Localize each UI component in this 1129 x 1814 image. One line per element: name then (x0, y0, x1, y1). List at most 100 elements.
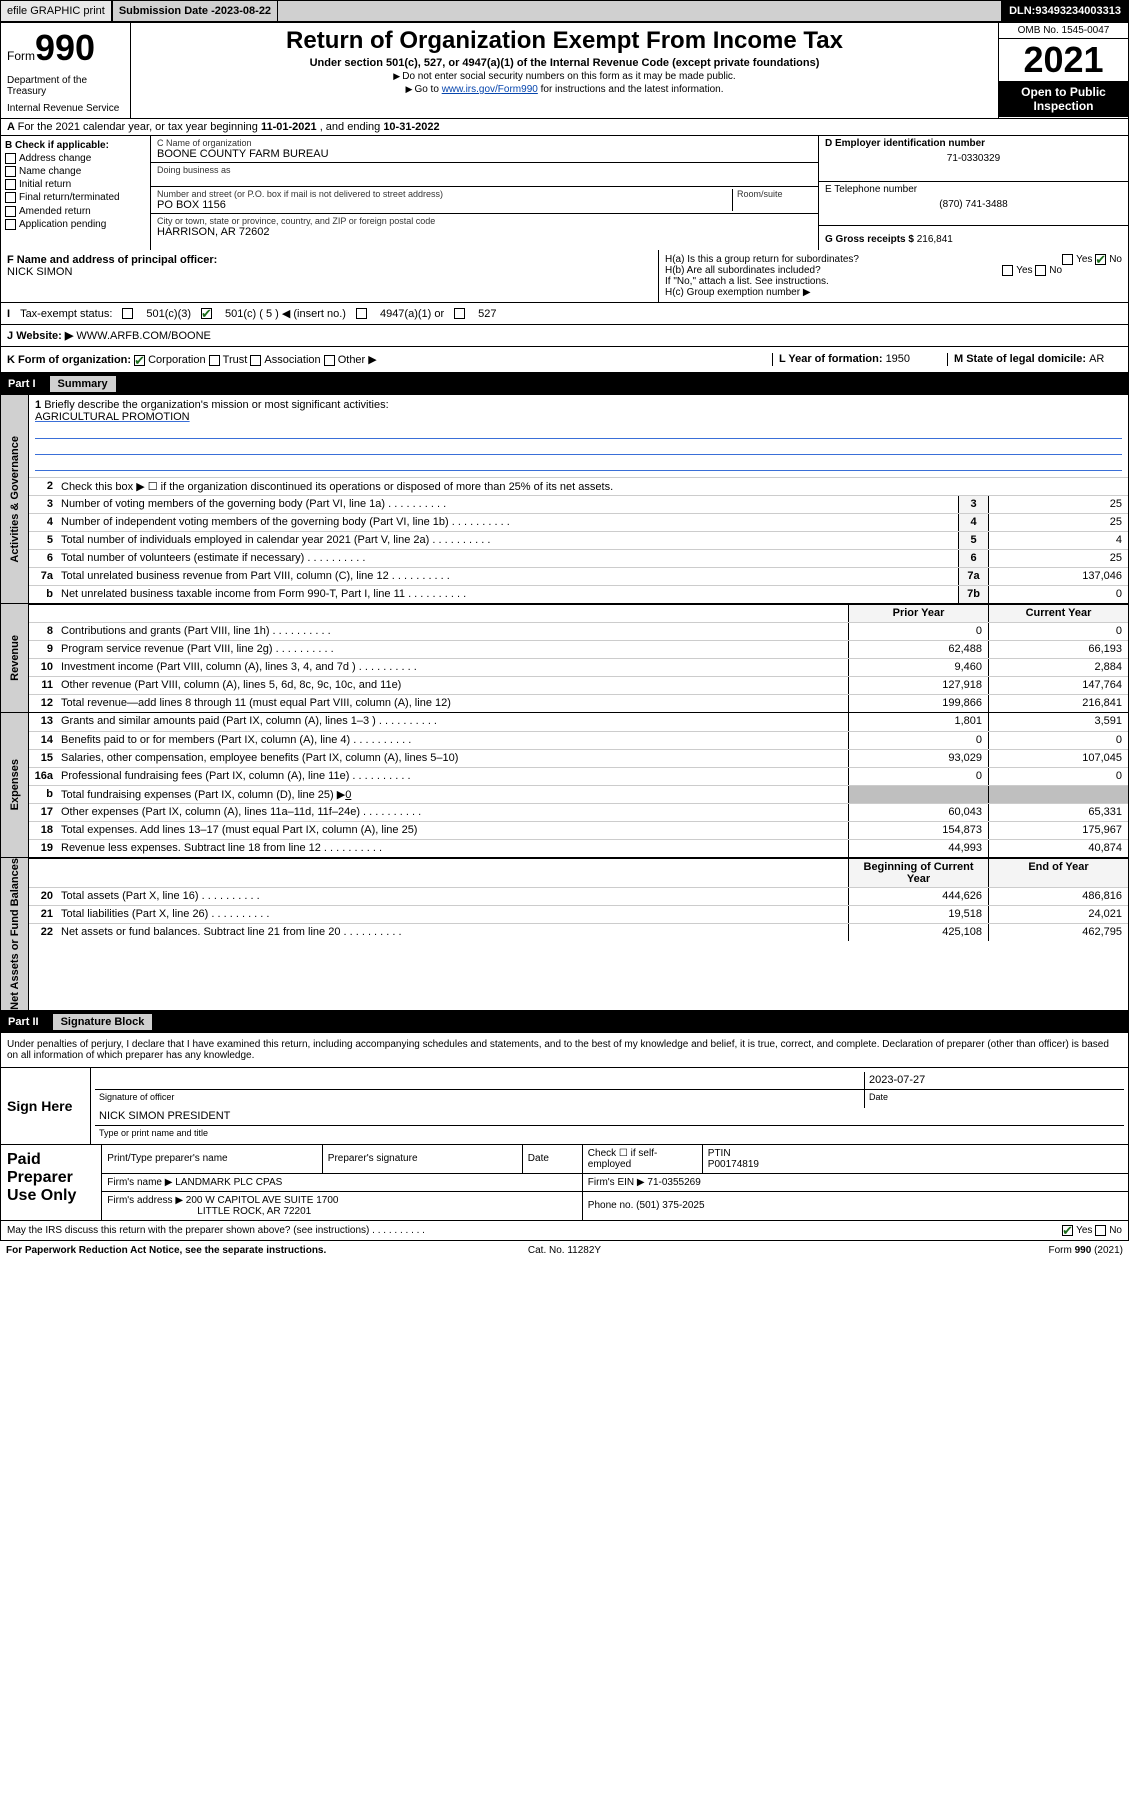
firm-city: LITTLE ROCK, AR 72201 (107, 1206, 311, 1217)
e-label: E Telephone number (825, 184, 1122, 195)
dba-label: Doing business as (157, 165, 812, 175)
chk-application-pending[interactable]: Application pending (5, 219, 146, 230)
city-label: City or town, state or province, country… (157, 216, 812, 226)
c-name-label: C Name of organization (157, 138, 812, 148)
chk-initial-return[interactable]: Initial return (5, 179, 146, 190)
section-net-assets: Net Assets or Fund Balances Beginning of… (0, 858, 1129, 1011)
section-revenue: Revenue Prior YearCurrent Year 8Contribu… (0, 604, 1129, 713)
val-7b: 0 (988, 586, 1128, 603)
chk-final-return[interactable]: Final return/terminated (5, 192, 146, 203)
block-b-to-g: B Check if applicable: Address change Na… (0, 136, 1129, 250)
firm-phone: (501) 375-2025 (636, 1200, 704, 1211)
instructions-link-row: Go to www.irs.gov/Form990 for instructio… (135, 84, 994, 95)
line-16a: Professional fundraising fees (Part IX, … (57, 768, 848, 785)
form-header: Form990 Department of the Treasury Inter… (0, 22, 1129, 119)
col-c-name-address: C Name of organization BOONE COUNTY FARM… (151, 136, 818, 250)
line-6: Total number of volunteers (estimate if … (57, 550, 958, 567)
officer-name-title: NICK SIMON PRESIDENT (95, 1108, 1124, 1125)
val-3: 25 (988, 496, 1128, 513)
page-footer: For Paperwork Reduction Act Notice, see … (0, 1241, 1129, 1260)
hdr-end: End of Year (988, 859, 1128, 887)
chk-amended-return[interactable]: Amended return (5, 206, 146, 217)
paid-preparer-label: Paid Preparer Use Only (1, 1145, 102, 1220)
row-f-h: F Name and address of principal officer:… (0, 250, 1129, 303)
b-header: B Check if applicable: (5, 140, 146, 151)
sign-here-row: Sign Here 2023-07-27 Signature of office… (0, 1068, 1129, 1145)
part-i-header: Part ISummary (0, 373, 1129, 395)
form-number-block: Form990 Department of the Treasury Inter… (1, 23, 131, 118)
ssn-warning: Do not enter social security numbers on … (135, 71, 994, 82)
submission-date-label: Submission Date - 2023-08-22 (112, 0, 278, 22)
line-10: Investment income (Part VIII, column (A)… (57, 659, 848, 676)
gross-receipts: 216,841 (917, 234, 953, 245)
line-1-label: Briefly describe the organization's miss… (44, 399, 388, 411)
sidebar-net-assets: Net Assets or Fund Balances (9, 858, 21, 1010)
sidebar-revenue: Revenue (9, 635, 21, 681)
line-21: Total liabilities (Part X, line 26) (57, 906, 848, 923)
line-17: Other expenses (Part IX, column (A), lin… (57, 804, 848, 821)
chk-address-change[interactable]: Address change (5, 153, 146, 164)
pra-notice: For Paperwork Reduction Act Notice, see … (6, 1245, 378, 1256)
state-domicile: AR (1089, 353, 1104, 365)
line-7a: Total unrelated business revenue from Pa… (57, 568, 958, 585)
val-7a: 137,046 (988, 568, 1128, 585)
sign-date: 2023-07-27 (864, 1072, 1124, 1089)
efile-print-button[interactable]: efile GRAPHIC print (0, 0, 112, 22)
toolbar-spacer (278, 0, 1001, 22)
year-block: OMB No. 1545-0047 2021 Open to Public In… (998, 23, 1128, 118)
hdr-prior: Prior Year (848, 605, 988, 622)
form-word: Form (7, 49, 35, 63)
line-14: Benefits paid to or for members (Part IX… (57, 732, 848, 749)
firm-name: LANDMARK PLC CPAS (175, 1177, 282, 1188)
line-4: Number of independent voting members of … (57, 514, 958, 531)
line-13: Grants and similar amounts paid (Part IX… (57, 713, 848, 731)
principal-officer: F Name and address of principal officer:… (1, 250, 658, 302)
sidebar-expenses: Expenses (9, 759, 21, 810)
row-k-form-org: K Form of organization: Corporation Trus… (0, 347, 1129, 373)
row-i-tax-exempt: I Tax-exempt status: 501(c)(3) 501(c) ( … (0, 303, 1129, 325)
line-12: Total revenue—add lines 8 through 11 (mu… (57, 695, 848, 712)
line-22: Net assets or fund balances. Subtract li… (57, 924, 848, 941)
line-2: Check this box ▶ ☐ if the organization d… (57, 478, 1128, 495)
dept-treasury: Department of the Treasury (7, 75, 124, 97)
hdr-beginning: Beginning of Current Year (848, 859, 988, 887)
row-j-website: J Website: ▶ WWW.ARFB.COM/BOONE (0, 325, 1129, 347)
val-4: 25 (988, 514, 1128, 531)
firm-address: 200 W CAPITOL AVE SUITE 1700 (186, 1195, 339, 1206)
section-expenses: Expenses 13Grants and similar amounts pa… (0, 713, 1129, 858)
website: WWW.ARFB.COM/BOONE (76, 330, 210, 342)
line-16b: Total fundraising expenses (Part IX, col… (57, 786, 848, 803)
part-ii-header: Part IISignature Block (0, 1011, 1129, 1033)
form-subtitle: Under section 501(c), 527, or 4947(a)(1)… (135, 57, 994, 69)
telephone: (870) 741-3488 (825, 195, 1122, 210)
ein: 71-0330329 (825, 149, 1122, 164)
line-8: Contributions and grants (Part VIII, lin… (57, 623, 848, 640)
val-5: 4 (988, 532, 1128, 549)
ptin: P00174819 (708, 1159, 759, 1170)
irs-link[interactable]: www.irs.gov/Form990 (442, 84, 538, 95)
firm-ein: 71-0355269 (647, 1177, 700, 1188)
line-3: Number of voting members of the governin… (57, 496, 958, 513)
open-to-public-badge: Open to Public Inspection (999, 81, 1128, 117)
org-city: HARRISON, AR 72602 (157, 226, 812, 238)
col-b-checkboxes: B Check if applicable: Address change Na… (1, 136, 151, 250)
tax-year: 2021 (999, 39, 1128, 81)
paid-preparer-block: Paid Preparer Use Only Print/Type prepar… (0, 1145, 1129, 1221)
col-d-e-g: D Employer identification number 71-0330… (818, 136, 1128, 250)
top-toolbar: efile GRAPHIC print Submission Date - 20… (0, 0, 1129, 22)
form-title-block: Return of Organization Exempt From Incom… (131, 23, 998, 118)
sign-here-label: Sign Here (1, 1068, 91, 1144)
form-ref: Form 990 (2021) (751, 1245, 1123, 1256)
chk-name-change[interactable]: Name change (5, 166, 146, 177)
hdr-curr: Current Year (988, 605, 1128, 622)
addr-label: Number and street (or P.O. box if mail i… (157, 189, 732, 199)
line-11: Other revenue (Part VIII, column (A), li… (57, 677, 848, 694)
line-15: Salaries, other compensation, employee b… (57, 750, 848, 767)
org-address: PO BOX 1156 (157, 199, 732, 211)
g-label: G Gross receipts $ (825, 234, 914, 245)
omb-number: OMB No. 1545-0047 (999, 23, 1128, 39)
org-name: BOONE COUNTY FARM BUREAU (157, 148, 812, 160)
line-18: Total expenses. Add lines 13–17 (must eq… (57, 822, 848, 839)
dln-badge: DLN: 93493234003313 (1001, 0, 1129, 22)
line-7b: Net unrelated business taxable income fr… (57, 586, 958, 603)
